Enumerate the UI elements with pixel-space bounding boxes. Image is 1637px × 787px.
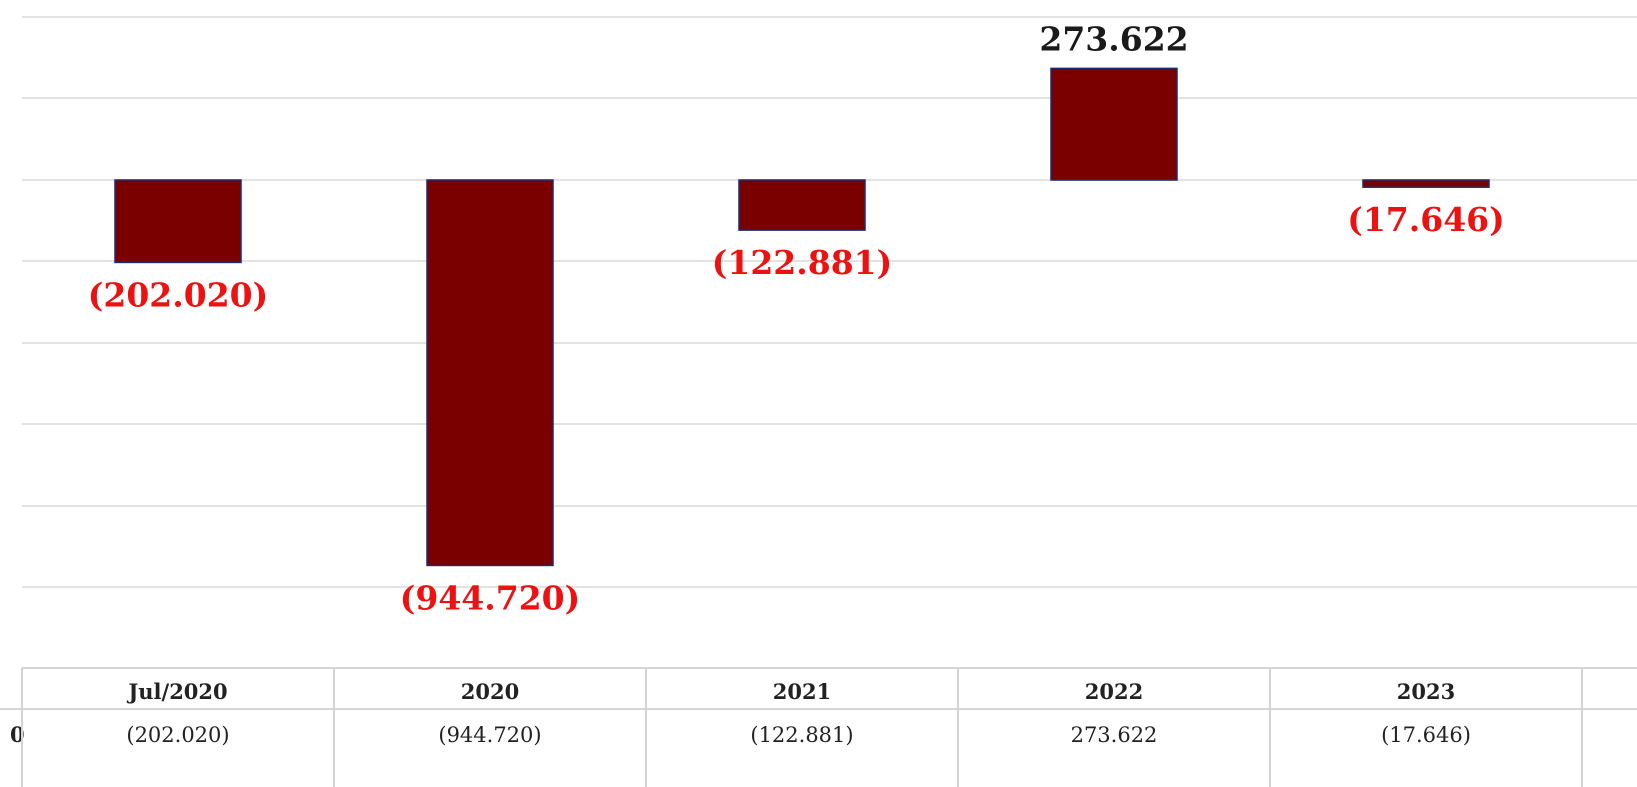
bars: [114, 67, 1490, 567]
table-value-cell: (944.720): [438, 723, 541, 747]
table-header-cell: 2020: [461, 679, 519, 704]
table-value-cell: (202.020): [126, 723, 229, 747]
table-row-label: 0: [10, 722, 25, 747]
table-header-cell: 2023: [1397, 679, 1455, 704]
table-header-cell: 2021: [773, 679, 831, 704]
bar-jul-2020: [114, 179, 242, 264]
data-label: (122.881): [712, 243, 893, 282]
bar-2022: [1050, 67, 1178, 181]
table-value-cell: 273.622: [1071, 723, 1158, 747]
data-label: (17.646): [1347, 200, 1505, 239]
bar-2023: [1362, 179, 1490, 188]
data-label: (202.020): [88, 275, 269, 314]
table-header-cell: Jul/2020: [126, 679, 227, 704]
bar-2020: [426, 179, 554, 567]
table-value-cell: (17.646): [1381, 723, 1471, 747]
table-header-cell: 2022: [1085, 679, 1143, 704]
data-table: 0 Jul/2020 (202.020) 2020 (944.720) 2021 (122…: [0, 667, 1637, 787]
data-label: 273.622: [1039, 19, 1188, 58]
data-labels: (202.020) (944.720) (122.881) 273.622 (17.64…: [88, 19, 1505, 617]
bar-2021: [738, 179, 866, 231]
table-value-cell: (122.881): [750, 723, 853, 747]
data-label: (944.720): [400, 578, 581, 617]
